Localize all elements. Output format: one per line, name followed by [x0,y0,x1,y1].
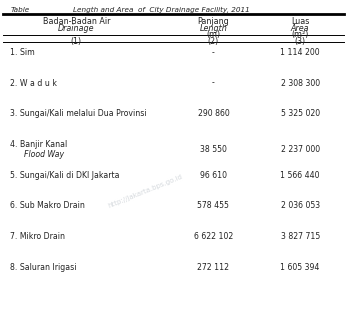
Text: Luas: Luas [291,16,309,25]
Text: 5. Sungai/Kali di DKI Jakarta: 5. Sungai/Kali di DKI Jakarta [10,171,120,180]
Text: Drainage: Drainage [58,24,95,33]
Text: 1 605 394: 1 605 394 [280,263,320,272]
Text: (m²): (m²) [291,30,309,39]
Text: 290 860: 290 860 [197,109,229,118]
Text: (m): (m) [206,30,220,39]
Text: 2 237 000: 2 237 000 [281,145,320,154]
Text: 1 566 440: 1 566 440 [280,171,320,180]
Text: Area: Area [291,24,310,33]
Text: 6. Sub Makro Drain: 6. Sub Makro Drain [10,201,85,210]
Text: 1. Sim: 1. Sim [10,48,35,57]
Text: Panjang: Panjang [197,16,229,25]
Text: 2 308 300: 2 308 300 [281,79,320,87]
Text: (1): (1) [71,37,82,46]
Text: 8. Saluran Irigasi: 8. Saluran Irigasi [10,263,77,272]
Text: Flood Way: Flood Way [24,150,65,159]
Text: 38 550: 38 550 [200,145,227,154]
Text: -: - [212,79,215,87]
Text: Table: Table [10,7,29,13]
Text: 578 455: 578 455 [197,201,229,210]
Text: 2 036 053: 2 036 053 [281,201,320,210]
Text: 3 827 715: 3 827 715 [280,232,320,241]
Text: Badan-Badan Air: Badan-Badan Air [43,16,110,25]
Text: (3): (3) [295,37,306,46]
Text: 7. Mikro Drain: 7. Mikro Drain [10,232,66,241]
Text: Length: Length [200,24,227,33]
Text: -: - [212,48,215,57]
Text: http://jakarta.bps.go.id: http://jakarta.bps.go.id [108,174,184,209]
Text: 3. Sungai/Kali melalui Dua Provinsi: 3. Sungai/Kali melalui Dua Provinsi [10,109,147,118]
Text: Length and Area  of  City Drainage Facility, 2011: Length and Area of City Drainage Facilit… [73,7,249,13]
Text: 96 610: 96 610 [200,171,227,180]
Text: (2): (2) [208,37,219,46]
Text: 1 114 200: 1 114 200 [280,48,320,57]
Text: 5 325 020: 5 325 020 [281,109,320,118]
Text: 6 622 102: 6 622 102 [194,232,233,241]
Text: 4. Banjir Kanal: 4. Banjir Kanal [10,140,68,149]
Text: 272 112: 272 112 [197,263,229,272]
Text: 2. W a d u k: 2. W a d u k [10,79,57,87]
